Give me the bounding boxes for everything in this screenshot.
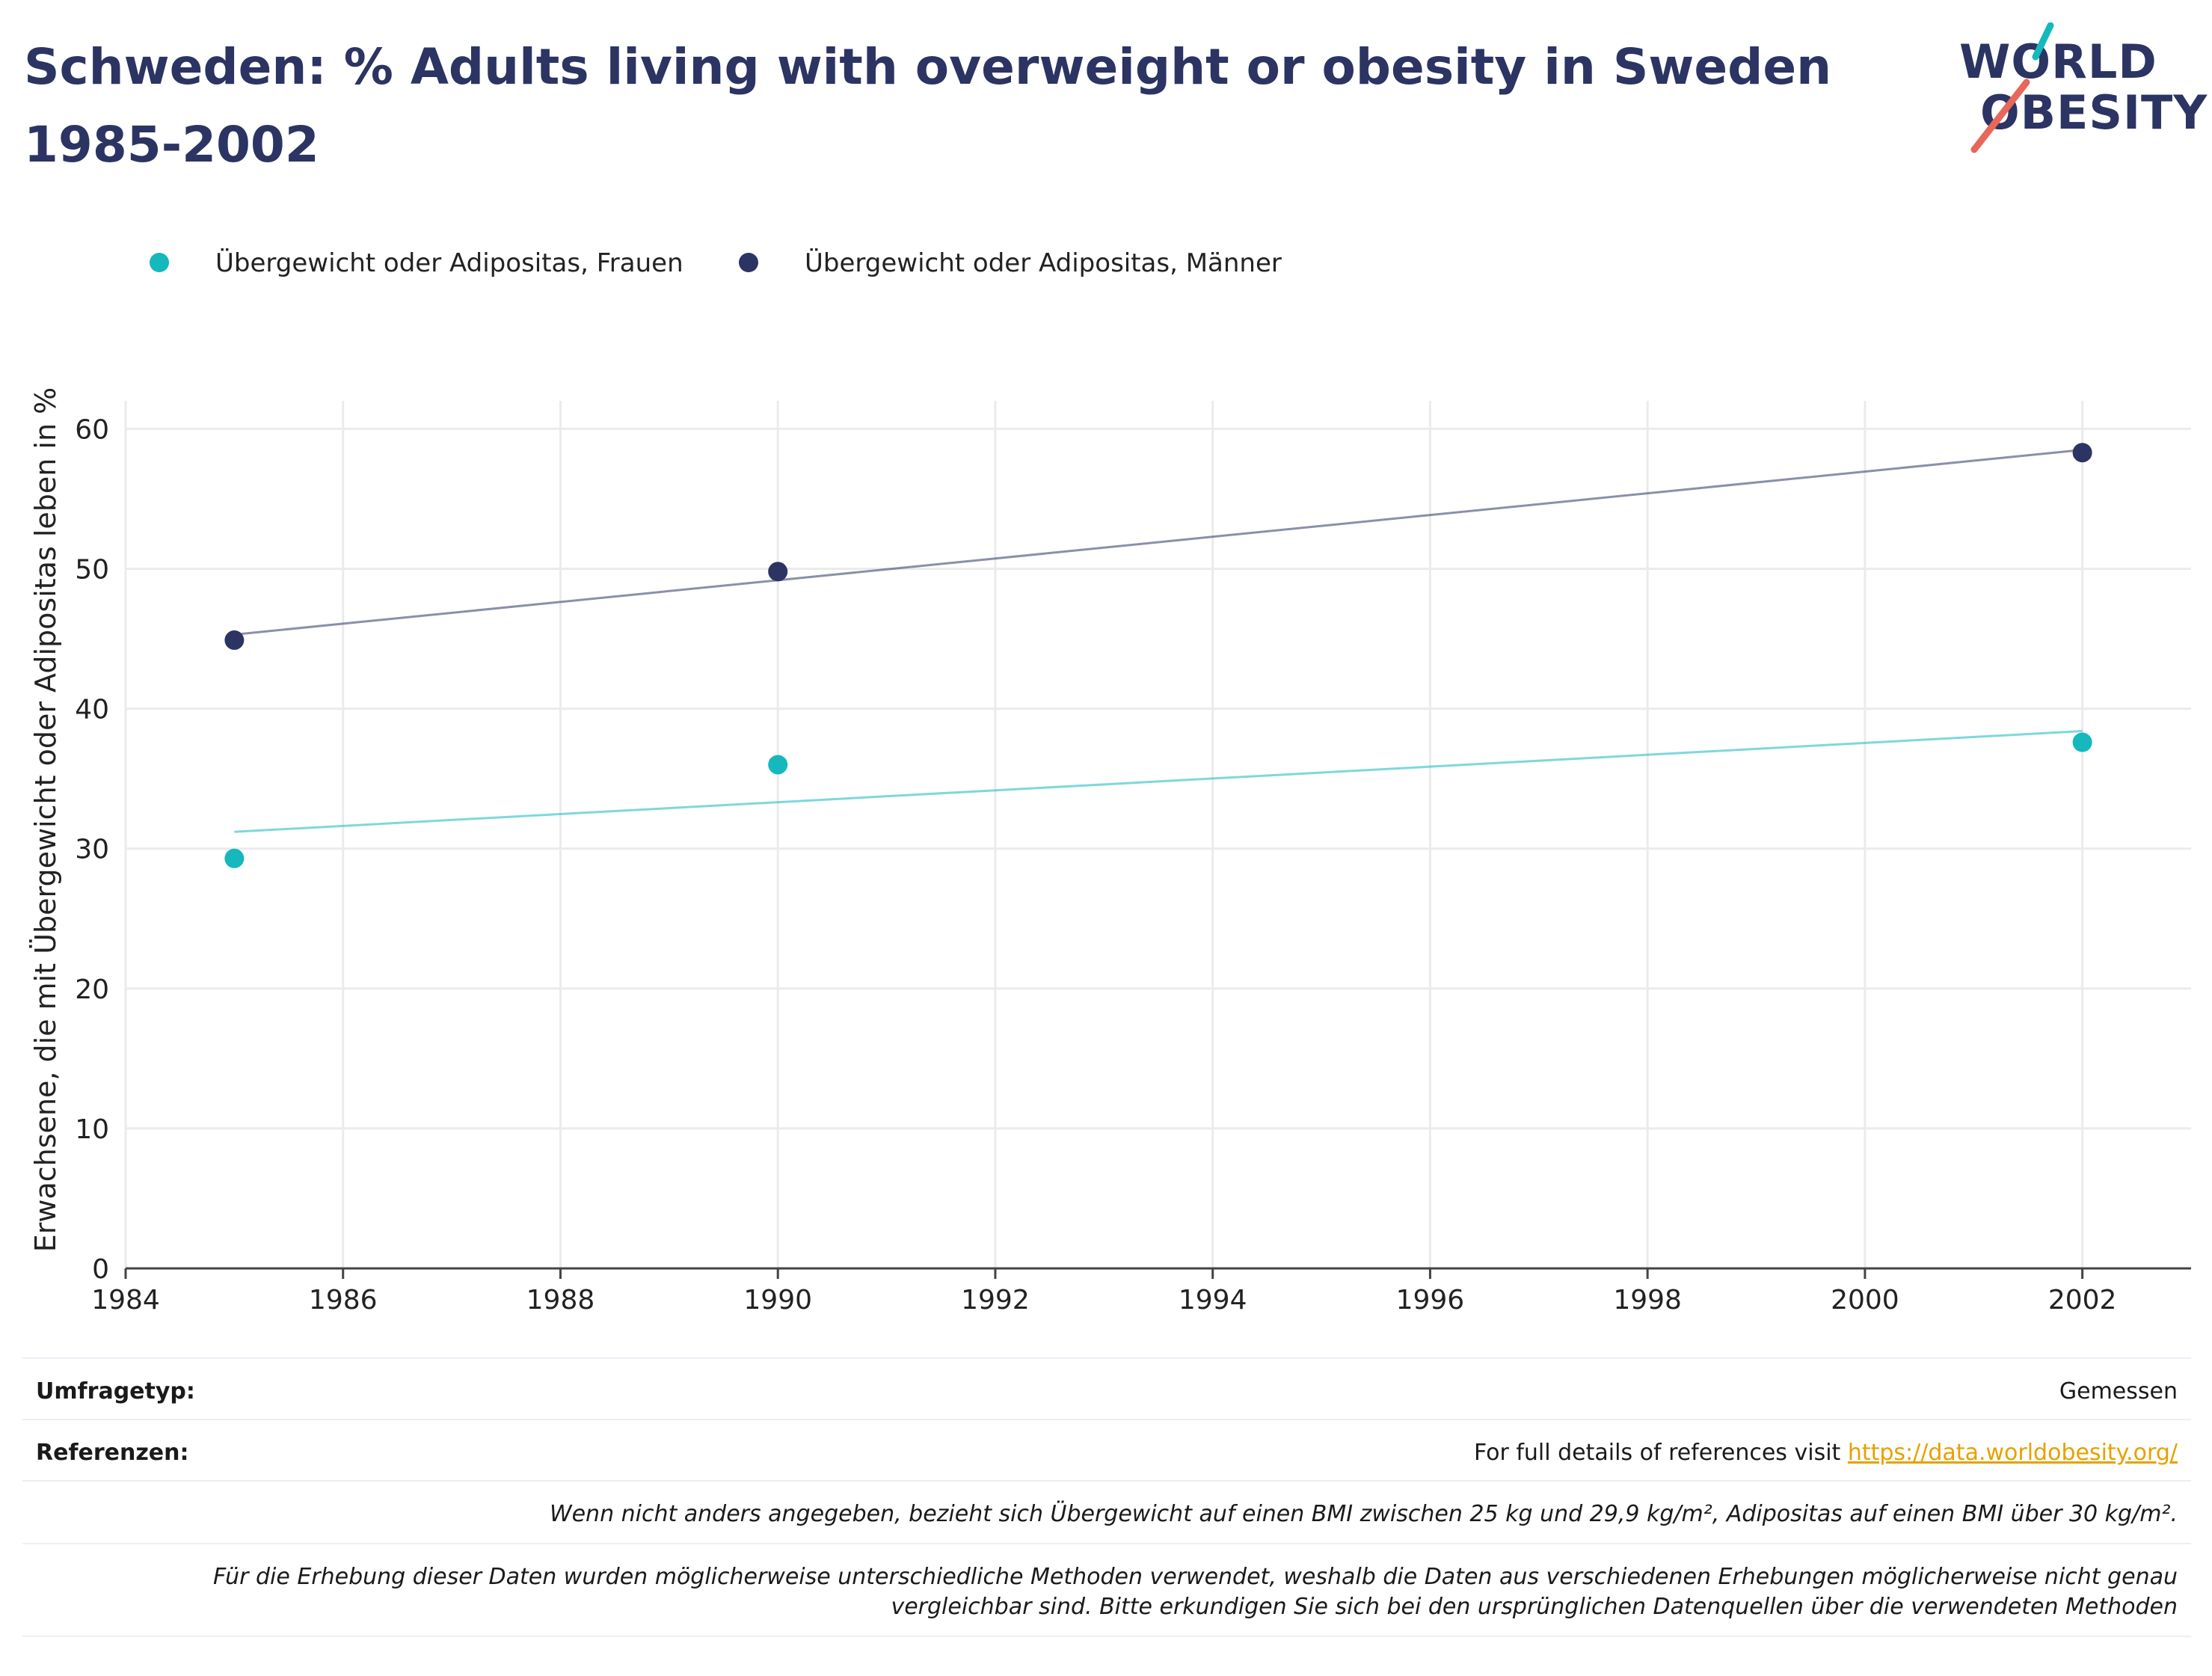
references-label: Referenzen: [36, 1440, 189, 1466]
trendline-series-1 [234, 448, 2083, 636]
data-point-series-0-2 [2072, 732, 2092, 752]
x-tick-label: 1994 [1179, 1285, 1247, 1316]
x-tick-label: 1988 [526, 1285, 595, 1316]
y-tick-label: 50 [75, 555, 109, 586]
legend-marker-women [150, 253, 169, 272]
x-tick-label: 1996 [1396, 1285, 1465, 1316]
x-tick-label: 2000 [1831, 1285, 1899, 1316]
y-axis-title: Erwachsene, die mit Übergewicht oder Adi… [29, 387, 62, 1253]
x-tick-label: 1984 [91, 1285, 160, 1316]
footer-row-survey-type: Umfragetyp: Gemessen [22, 1357, 2191, 1419]
references-text: For full details of references visit [1473, 1440, 1848, 1466]
footer-row-references: Referenzen: For full details of referenc… [22, 1419, 2191, 1480]
references-link[interactable]: https://data.worldobesity.org/ [1847, 1440, 2178, 1466]
x-tick-label: 2002 [2048, 1285, 2117, 1316]
trendline-series-0 [234, 730, 2083, 833]
footer-row-methods-note: Für die Erhebung dieser Daten wurden mög… [22, 1543, 2191, 1637]
scatter-chart: 0 10 20 30 40 50 60 1984 1986 1988 1990 1992 1994 199… [29, 387, 2191, 1316]
data-point-series-1-2 [2072, 443, 2092, 463]
data-point-series-1-0 [224, 630, 245, 650]
legend-label-men: Übergewicht oder Adipositas, Männer [805, 248, 1282, 278]
world-obesity-logo: WORLD OBESITY [1952, 22, 2207, 157]
data-point-series-1-1 [768, 562, 788, 582]
chart-title: Schweden: % Adults living with overweigh… [24, 38, 1832, 174]
y-tick-label: 30 [75, 835, 109, 865]
chart-footer: Umfragetyp: Gemessen Referenzen: For ful… [22, 1357, 2191, 1637]
x-tick-label: 1990 [743, 1285, 812, 1316]
methods-note: Für die Erhebung dieser Daten wurden mög… [84, 1562, 2178, 1622]
references-value: For full details of references visit htt… [1474, 1438, 2178, 1468]
bmi-definition-note: Wenn nicht anders angegeben, bezieht sic… [549, 1501, 2178, 1527]
y-tick-label: 20 [75, 974, 109, 1005]
x-tick-label: 1992 [961, 1285, 1030, 1316]
legend-label-women: Übergewicht oder Adipositas, Frauen [215, 248, 683, 278]
methods-note-line2: vergleichbar sind. Bitte erkundigen Sie … [891, 1594, 2178, 1620]
logo-word-world: WORLD [1959, 34, 2157, 89]
survey-type-value: Gemessen [2059, 1378, 2178, 1405]
y-tick-label: 0 [92, 1254, 109, 1285]
x-tick-label: 1998 [1613, 1285, 1682, 1316]
y-tick-label: 10 [75, 1114, 109, 1145]
legend-marker-men [739, 253, 758, 272]
methods-note-line1: Für die Erhebung dieser Daten wurden mög… [213, 1564, 2178, 1590]
data-point-series-0-0 [224, 848, 245, 868]
x-tick-label: 1986 [309, 1285, 378, 1316]
y-tick-label: 40 [75, 695, 109, 725]
y-tick-label: 60 [75, 414, 109, 445]
survey-type-label: Umfragetyp: [36, 1378, 195, 1405]
logo-slash-icon [1970, 22, 2054, 153]
data-point-series-0-1 [768, 755, 788, 775]
footer-row-bmi-note: Wenn nicht anders angegeben, bezieht sic… [22, 1480, 2191, 1543]
